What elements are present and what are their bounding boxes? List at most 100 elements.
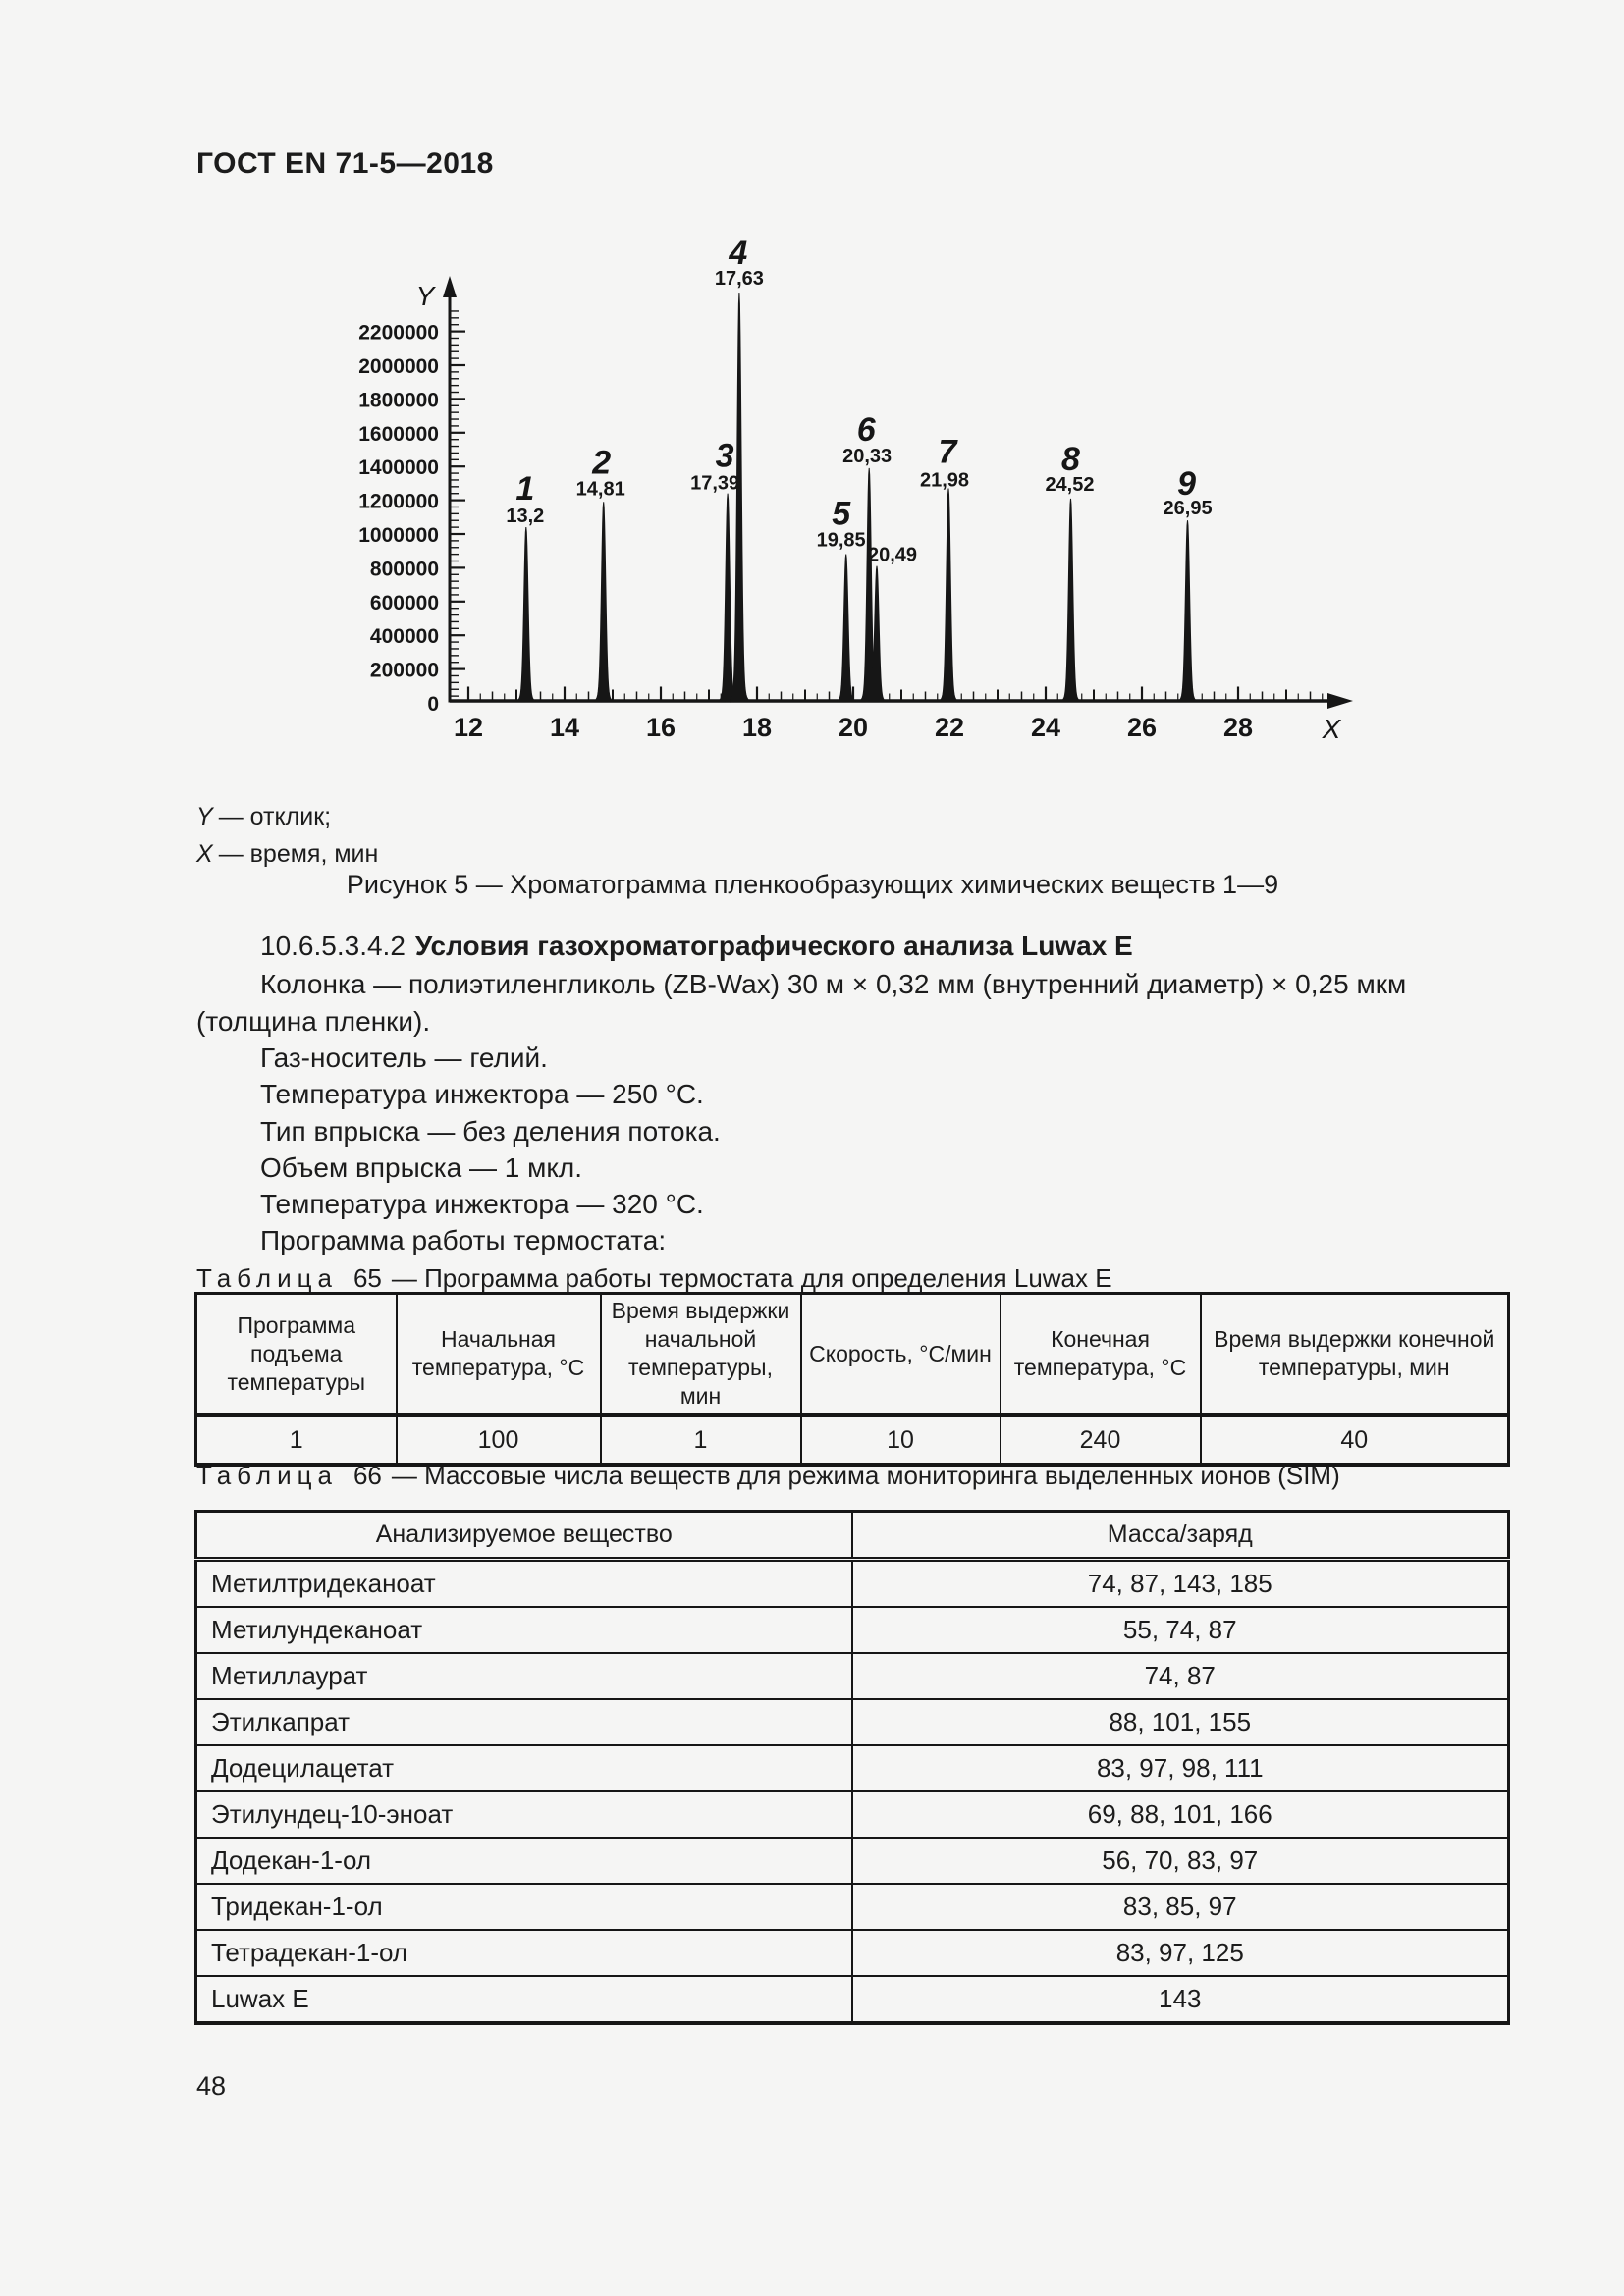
cell: Этилундец-10-эноат bbox=[194, 1790, 853, 1839]
y-tick-label: 200000 bbox=[370, 660, 439, 682]
x-axis-letter: X bbox=[1322, 714, 1342, 744]
column-header: Масса/заряд bbox=[850, 1510, 1510, 1562]
table-row: Этилкапрат 88, 101, 155 bbox=[194, 1698, 1510, 1746]
y-tick-label: 1000000 bbox=[358, 524, 439, 547]
cell: 56, 70, 83, 97 bbox=[850, 1837, 1510, 1885]
table-row: Метилундеканоат 55, 74, 87 bbox=[194, 1606, 1510, 1654]
cell: Метилтридеканоат bbox=[194, 1558, 853, 1608]
x-tick-label: 12 bbox=[454, 713, 483, 742]
table-row: Додецилацетат 83, 97, 98, 111 bbox=[194, 1744, 1510, 1792]
cell: 100 bbox=[395, 1414, 602, 1466]
peak bbox=[867, 565, 888, 703]
cell: Метилундеканоат bbox=[194, 1606, 853, 1654]
column-header: Анализируемое вещество bbox=[194, 1510, 853, 1562]
legend-line: X — время, мин bbox=[196, 835, 378, 873]
doc-number-header: ГОСТ EN 71-5—2018 bbox=[196, 147, 494, 180]
peak-number-label: 8 bbox=[1061, 441, 1080, 478]
column-header: Программа подъема температуры bbox=[194, 1292, 398, 1417]
table66-caption: Таблица 66 — Массовые числа веществ для ре… bbox=[196, 1461, 1340, 1491]
peak-time-label: 17,63 bbox=[715, 268, 764, 290]
table-row: Додекан-1-ол 56, 70, 83, 97 bbox=[194, 1837, 1510, 1885]
y-tick-label: 600000 bbox=[370, 592, 439, 614]
y-axis-letter: Y bbox=[416, 281, 437, 311]
condition-line: Газ-носитель — гелий. bbox=[260, 1042, 548, 1073]
header-row: Анализируемое вещество Масса/заряд bbox=[194, 1510, 1510, 1562]
cell: 83, 85, 97 bbox=[850, 1883, 1510, 1931]
table66-sim-masses: Анализируемое вещество Масса/заряд Метилтр… bbox=[194, 1510, 1510, 2025]
cell: 88, 101, 155 bbox=[850, 1698, 1510, 1746]
cell: Тридекан-1-ол bbox=[194, 1883, 853, 1931]
y-axis-arrow bbox=[443, 276, 457, 297]
cell: 1 bbox=[599, 1414, 802, 1466]
paragraph-column-spec: Колонка — полиэтиленгликоль (ZB-Wax) 30 … bbox=[196, 969, 1407, 1037]
legend-symbol: X bbox=[196, 840, 213, 868]
cell: 240 bbox=[999, 1414, 1202, 1466]
figure-legend: Y — отклик; X — время, мин bbox=[196, 798, 378, 873]
legend-text: — отклик; bbox=[218, 803, 332, 830]
peak-time-label: 20,49 bbox=[868, 545, 917, 566]
table65-thermostat-program: Программа подъема температуры Начальная т… bbox=[194, 1292, 1510, 1467]
table-row: Тетрадекан-1-ол 83, 97, 125 bbox=[194, 1929, 1510, 1977]
column-header: Начальная температура, °C bbox=[395, 1292, 602, 1417]
section-number: 10.6.5.3.4.2 bbox=[260, 931, 406, 961]
cell: 55, 74, 87 bbox=[850, 1606, 1510, 1654]
cell: 143 bbox=[850, 1975, 1510, 2024]
peak-number-label: 3 bbox=[716, 438, 734, 475]
column-header: Скорость, °С/мин bbox=[799, 1292, 1001, 1417]
table-row: Luwax E 143 bbox=[194, 1975, 1510, 2024]
x-tick-label: 26 bbox=[1127, 713, 1157, 742]
legend-line: Y — отклик; bbox=[196, 798, 378, 835]
peak-number-label: 7 bbox=[939, 434, 959, 471]
condition-line: Программа работы термостата: bbox=[260, 1225, 667, 1256]
peak-time-label: 13,2 bbox=[506, 506, 544, 527]
table65-caption: Таблица 65 — Программа работы термостата д… bbox=[196, 1263, 1112, 1294]
cell: 69, 88, 101, 166 bbox=[850, 1790, 1510, 1839]
x-tick-label: 20 bbox=[839, 713, 868, 742]
peak bbox=[1178, 520, 1198, 703]
condition-line: Температура инжектора — 320 °C. bbox=[260, 1189, 704, 1220]
x-axis-arrow bbox=[1327, 693, 1353, 709]
cell: Luwax E bbox=[194, 1975, 853, 2024]
cell: 10 bbox=[799, 1414, 1001, 1466]
peak bbox=[516, 527, 537, 703]
table-row: Тридекан-1-ол 83, 85, 97 bbox=[194, 1883, 1510, 1931]
peak-number-label: 1 bbox=[515, 470, 534, 507]
table-row: 1 100 1 10 240 40 bbox=[194, 1414, 1510, 1466]
cell: Додекан-1-ол bbox=[194, 1837, 853, 1885]
condition-line: Температура инжектора — 250 °C. bbox=[260, 1079, 704, 1110]
y-tick-label: 1600000 bbox=[358, 423, 439, 446]
analysis-conditions: Газ-носитель — гелий. Температура инжекто… bbox=[196, 1040, 1507, 1259]
peak-time-label: 17,39 bbox=[690, 473, 739, 495]
table-caption-text: — Массовые числа веществ для режима мони… bbox=[391, 1461, 1340, 1490]
legend-symbol: Y bbox=[196, 803, 213, 830]
table-caption-word: Таблица bbox=[196, 1461, 338, 1490]
peak-number-label: 5 bbox=[832, 496, 851, 533]
table-caption-number: 66 bbox=[352, 1461, 382, 1490]
peak bbox=[1061, 498, 1082, 703]
peak-time-label: 14,81 bbox=[576, 478, 625, 500]
cell: Додецилацетат bbox=[194, 1744, 853, 1792]
cell: Тетрадекан-1-ол bbox=[194, 1929, 853, 1977]
x-tick-label: 16 bbox=[646, 713, 676, 742]
page-number: 48 bbox=[196, 2071, 227, 2101]
y-tick-label: 400000 bbox=[370, 625, 439, 648]
table-caption-word: Таблица bbox=[196, 1263, 338, 1293]
peak-number-label: 2 bbox=[591, 444, 611, 481]
y-tick-label: 0 bbox=[427, 693, 439, 716]
peak bbox=[730, 292, 749, 703]
table-caption-text: — Программа работы термостата для опреде… bbox=[391, 1263, 1112, 1293]
x-tick-label: 22 bbox=[935, 713, 964, 742]
y-tick-label: 1200000 bbox=[358, 491, 439, 513]
peak-number-label: 4 bbox=[728, 235, 747, 272]
cell: 1 bbox=[194, 1414, 398, 1466]
y-tick-label: 2200000 bbox=[358, 322, 439, 345]
cell: 74, 87 bbox=[850, 1652, 1510, 1700]
x-tick-label: 28 bbox=[1223, 713, 1253, 742]
table-row: Метилтридеканоат 74, 87, 143, 185 bbox=[194, 1558, 1510, 1608]
peak-time-label: 26,95 bbox=[1164, 498, 1213, 519]
peak-time-label: 24,52 bbox=[1045, 474, 1094, 496]
section-title: Условия газохроматографического анализа … bbox=[414, 931, 1133, 961]
peak bbox=[939, 488, 959, 703]
cell: 83, 97, 125 bbox=[850, 1929, 1510, 1977]
section-heading: 10.6.5.3.4.2 Условия газохроматографическ… bbox=[196, 931, 1512, 962]
